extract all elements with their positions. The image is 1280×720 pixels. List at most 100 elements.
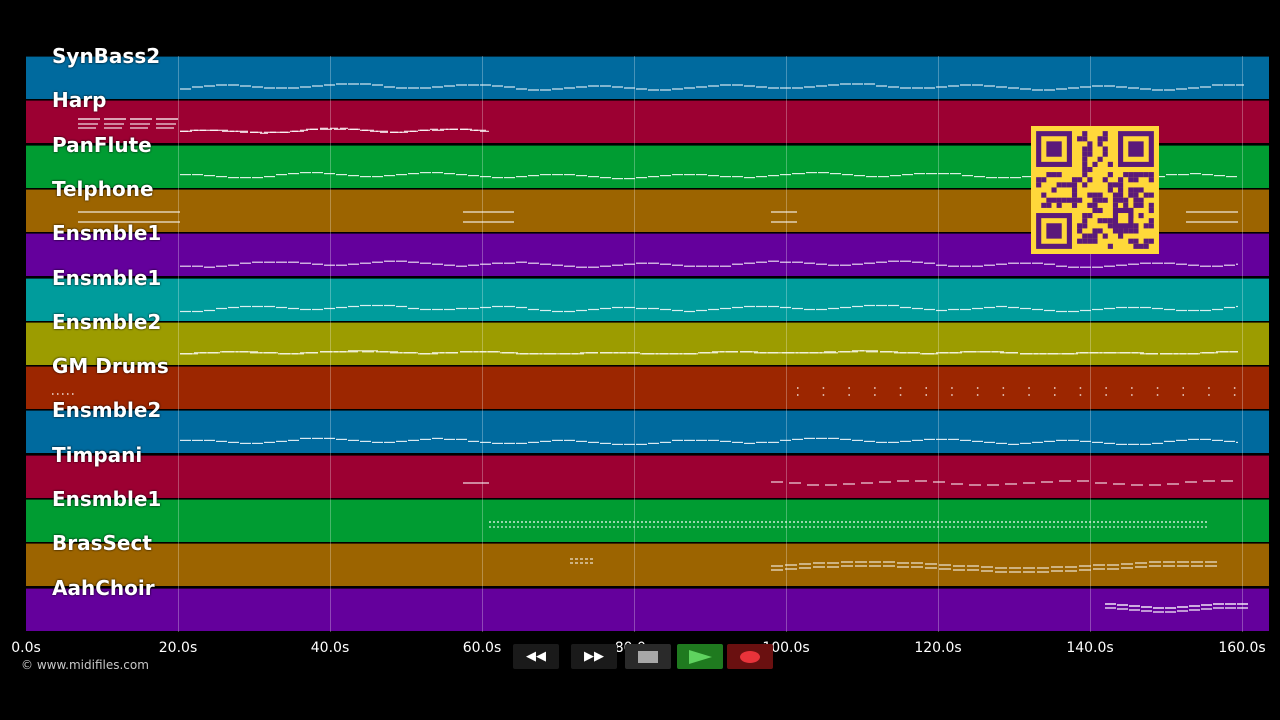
gridline	[1090, 56, 1091, 632]
qr-module	[1118, 228, 1124, 234]
qr-module	[1087, 141, 1093, 147]
track-lane[interactable]	[26, 366, 1269, 410]
qr-module	[1092, 228, 1098, 234]
time-tick-label: 0.0s	[11, 640, 41, 656]
gridline	[786, 56, 787, 632]
qr-module	[1087, 202, 1093, 208]
qr-module	[1082, 172, 1088, 178]
qr-module	[1077, 223, 1083, 229]
qr-module	[1112, 197, 1119, 203]
qr-module	[1148, 177, 1154, 183]
qr-module	[1082, 131, 1088, 137]
qr-module	[1148, 238, 1154, 244]
qr-module	[1133, 197, 1139, 203]
qr-module	[1092, 197, 1098, 203]
qr-module	[1087, 146, 1093, 152]
play-button[interactable]	[677, 644, 723, 669]
qr-module	[1087, 192, 1093, 198]
qr-module	[1102, 218, 1108, 224]
qr-module	[1097, 228, 1103, 234]
qr-module	[1082, 233, 1088, 239]
qr-module	[1071, 192, 1078, 198]
qr-module	[1112, 192, 1119, 198]
track-lane[interactable]	[26, 321, 1269, 365]
record-button[interactable]	[727, 644, 773, 669]
track-lane[interactable]	[26, 454, 1269, 498]
track-lane[interactable]	[26, 499, 1269, 542]
qr-module	[1102, 136, 1108, 142]
qr-module	[1082, 156, 1088, 162]
gridline	[330, 56, 331, 632]
rewind-icon: ◀◀	[526, 649, 546, 664]
track-name: Ensmble1	[52, 265, 162, 290]
qr-module	[1123, 202, 1129, 208]
qr-module	[1148, 172, 1154, 178]
qr-module	[1128, 192, 1134, 198]
qr-module	[1143, 238, 1149, 244]
track-lane[interactable]	[26, 543, 1269, 587]
track-name: AahChoir	[52, 575, 155, 600]
qr-module	[1046, 141, 1062, 157]
qr-module	[1087, 177, 1093, 183]
qr-module	[1128, 141, 1144, 157]
qr-module	[1056, 182, 1062, 188]
qr-module	[1133, 243, 1139, 249]
stop-button[interactable]	[625, 644, 671, 669]
qr-module	[1138, 172, 1144, 178]
qr-module	[1082, 218, 1088, 224]
qr-module	[1082, 223, 1088, 229]
qr-module	[1118, 177, 1124, 183]
time-tick-label: 160.0s	[1218, 640, 1266, 656]
qr-code-icon[interactable]	[1031, 126, 1159, 254]
fast-forward-icon: ▶▶	[584, 649, 604, 664]
qr-module	[1082, 213, 1088, 219]
track-name: SynBass2	[52, 44, 161, 68]
track-name: Harp	[52, 88, 107, 113]
qr-module	[1123, 197, 1129, 203]
qr-module	[1138, 187, 1144, 193]
qr-module	[1107, 187, 1113, 193]
qr-module	[1097, 156, 1103, 162]
qr-module	[1118, 233, 1124, 239]
track-lane[interactable]	[26, 587, 1269, 631]
track-lane[interactable]	[26, 410, 1269, 454]
qr-module	[1123, 172, 1129, 178]
qr-module	[1143, 172, 1149, 178]
qr-module	[1133, 192, 1139, 198]
qr-module	[1092, 238, 1098, 244]
track-lane[interactable]	[26, 277, 1269, 321]
qr-module	[1082, 136, 1088, 142]
track-lane[interactable]	[26, 56, 1269, 99]
time-tick-label: 40.0s	[310, 640, 350, 656]
copyright-text: © www.midifiles.com	[21, 658, 149, 672]
qr-module	[1118, 213, 1129, 224]
track-name: Ensmble2	[52, 398, 162, 423]
qr-module	[1082, 161, 1088, 167]
qr-module	[1077, 197, 1083, 203]
qr-module	[1097, 218, 1103, 224]
qr-module	[1128, 228, 1134, 234]
qr-module	[1118, 192, 1124, 198]
track-name: Ensmble1	[52, 221, 162, 246]
track-name: Ensmble1	[52, 487, 162, 511]
qr-module	[1051, 197, 1057, 203]
qr-module	[1133, 228, 1139, 234]
track-name: Ensmble2	[52, 309, 162, 334]
qr-module	[1077, 228, 1083, 234]
rewind-button[interactable]: ◀◀	[513, 644, 559, 669]
qr-module	[1087, 233, 1093, 239]
qr-module	[1107, 218, 1113, 224]
qr-module	[1071, 177, 1078, 183]
gridline	[634, 56, 635, 632]
qr-module	[1041, 202, 1047, 208]
qr-module	[1097, 192, 1103, 198]
qr-module	[1138, 213, 1144, 219]
qr-module	[1107, 172, 1113, 178]
fast-forward-button[interactable]: ▶▶	[571, 644, 617, 669]
qr-module	[1082, 238, 1088, 244]
play-icon	[689, 649, 712, 664]
gridline	[178, 56, 179, 632]
qr-module	[1112, 182, 1119, 188]
time-tick-label: 140.0s	[1066, 640, 1114, 656]
qr-module	[1077, 136, 1083, 142]
